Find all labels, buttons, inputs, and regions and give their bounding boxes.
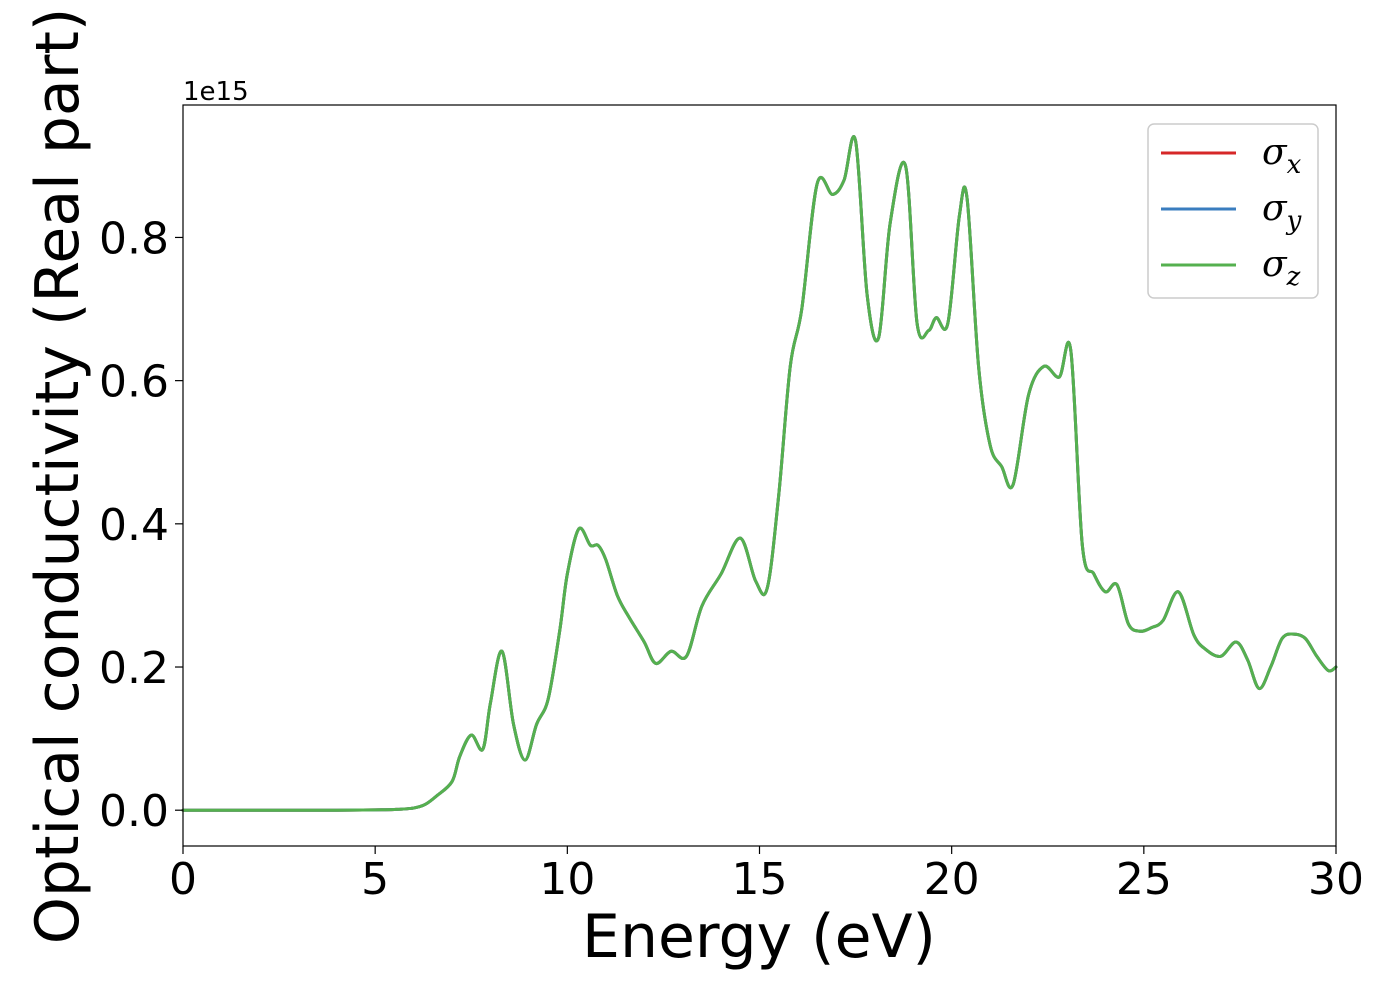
plot-background [183, 105, 1336, 846]
legend-box [1147, 123, 1319, 299]
series-layer [181, 135, 1338, 812]
x-axis-ticks: 0 5 10 15 20 25 30 [169, 846, 1364, 905]
x-tick-label: 10 [539, 854, 595, 905]
series-line-z [181, 135, 1338, 812]
y-offset-label: 1e15 [183, 77, 249, 107]
y-tick-label: 0.0 [99, 786, 169, 837]
y-tick-label: 0.2 [99, 643, 169, 694]
x-tick-label: 5 [361, 854, 389, 905]
y-tick-label: 0.6 [99, 357, 169, 408]
legend-subscript-x: x [1287, 150, 1302, 180]
x-tick-label: 30 [1308, 854, 1364, 905]
plot-area [183, 105, 1336, 846]
y-axis-label: Optical conductivity (Real part) [23, 8, 93, 945]
y-axis-ticks: 0.0 0.2 0.4 0.6 0.8 [99, 213, 183, 837]
legend-subscript-z: z [1286, 262, 1301, 292]
x-tick-label: 15 [732, 854, 788, 905]
legend-subscript-y: y [1286, 206, 1302, 236]
x-tick-label: 0 [169, 854, 197, 905]
y-tick-label: 0.4 [99, 500, 169, 551]
x-tick-label: 20 [924, 854, 980, 905]
x-tick-label: 25 [1116, 854, 1172, 905]
x-axis-label: Energy (eV) [582, 902, 936, 972]
y-tick-label: 0.8 [99, 213, 169, 264]
